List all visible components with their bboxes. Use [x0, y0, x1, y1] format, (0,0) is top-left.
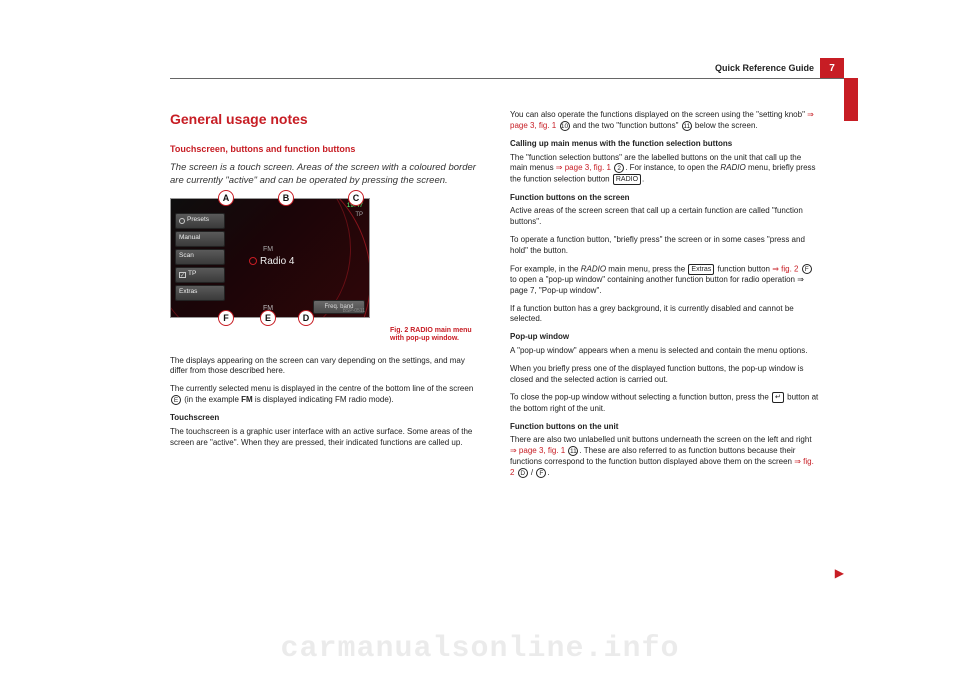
crossref: ⇒ fig. 2 — [772, 264, 798, 273]
body-text: To close the pop-up window without selec… — [510, 392, 820, 414]
callout-2: 2 — [614, 163, 624, 173]
right-column: You can also operate the functions displ… — [510, 110, 820, 486]
label: TP — [188, 270, 196, 279]
chapter-title: Quick Reference Guide — [715, 63, 814, 73]
lead-in-text: The screen is a touch screen. Areas of t… — [170, 161, 480, 188]
callout-e-ref: E — [171, 395, 181, 405]
callout-a: A — [218, 190, 234, 206]
station-name: Radio 4 — [249, 255, 294, 269]
tp-button: ✓TP — [175, 267, 225, 283]
page-number: 7 — [820, 58, 844, 78]
tp-indicator: TP — [355, 211, 363, 219]
callout-f-ref: F — [802, 264, 812, 274]
t: is displayed indicating FM radio mode). — [253, 395, 394, 404]
radio-italic: RADIO — [581, 264, 606, 273]
t: . — [547, 468, 549, 477]
crossref: ⇒ page 3, fig. 1 — [556, 163, 611, 172]
figure-2: Presets Manual Scan ✓TP Extras FM Radio … — [170, 198, 480, 348]
callout-11: 11 — [568, 446, 578, 456]
fb-unit-heading: Function buttons on the unit — [510, 422, 820, 433]
t: For example, in the — [510, 264, 581, 273]
body-text: The currently selected menu is displayed… — [170, 384, 480, 406]
watermark: carmanualsonline.info — [0, 632, 960, 666]
figure-caption: Fig. 2 RADIO main menu with pop-up windo… — [390, 327, 480, 344]
t: There are also two unlabelled unit butto… — [510, 435, 812, 444]
callout-b: B — [278, 190, 294, 206]
callout-f-ref: F — [536, 468, 546, 478]
calling-heading: Calling up main menus with the function … — [510, 139, 820, 150]
t: The currently selected menu is displayed… — [170, 384, 473, 393]
body-text: The "function selection buttons" are the… — [510, 153, 820, 186]
body-text: You can also operate the functions displ… — [510, 110, 820, 132]
presets-button: Presets — [175, 213, 225, 229]
t: . For instance, to open the — [625, 163, 720, 172]
callout-f: F — [218, 310, 234, 326]
callout-d: D — [298, 310, 314, 326]
t: function button — [715, 264, 772, 273]
manual-page: Quick Reference Guide 7 General usage no… — [0, 0, 960, 678]
body-text: The touchscreen is a graphic user interf… — [170, 427, 480, 449]
t: . — [642, 175, 644, 184]
t: (in the example — [182, 395, 241, 404]
thumb-tab — [844, 78, 858, 121]
body-text: To operate a function button, "briefly p… — [510, 235, 820, 257]
t: / — [529, 468, 536, 477]
body-text: When you briefly press one of the displa… — [510, 364, 820, 386]
label: Presets — [187, 216, 209, 225]
body-text: A "pop-up window" appears when a menu is… — [510, 346, 820, 357]
t: You can also operate the functions displ… — [510, 110, 807, 119]
subsection-title: Touchscreen, buttons and function button… — [170, 143, 480, 155]
body-text: There are also two unlabelled unit butto… — [510, 435, 820, 478]
extras-button: Extras — [175, 285, 225, 301]
callout-10: 10 — [560, 121, 570, 131]
section-title: General usage notes — [170, 110, 480, 129]
left-column: General usage notes Touchscreen, buttons… — [170, 110, 480, 455]
t: main menu, press the — [606, 264, 687, 273]
scan-button: Scan — [175, 249, 225, 265]
touchscreen-heading: Touchscreen — [170, 413, 480, 424]
continue-arrow-icon: ▶ — [835, 566, 844, 580]
callout-c: C — [348, 190, 364, 206]
header-rule — [170, 78, 844, 79]
image-code: BSP-0511 — [343, 308, 365, 315]
extras-button-label: Extras — [688, 264, 714, 275]
crossref: ⇒ page 3, fig. 1 — [510, 446, 565, 455]
body-text: If a function button has a grey backgrou… — [510, 304, 820, 326]
callout-d-ref: D — [518, 468, 528, 478]
t: below the screen. — [693, 121, 758, 130]
t: to open a "pop-up window" containing ano… — [510, 275, 804, 295]
fb-screen-heading: Function buttons on the screen — [510, 193, 820, 204]
body-text: The displays appearing on the screen can… — [170, 356, 480, 378]
callout-e: E — [260, 310, 276, 326]
body-text: For example, in the RADIO main menu, pre… — [510, 264, 820, 297]
manual-button: Manual — [175, 231, 225, 247]
radio-button-label: RADIO — [613, 174, 641, 185]
radio-screenshot: Presets Manual Scan ✓TP Extras FM Radio … — [170, 198, 370, 318]
callout-11: 11 — [682, 121, 692, 131]
body-text: Active areas of the screen screen that c… — [510, 206, 820, 228]
popup-heading: Pop-up window — [510, 332, 820, 343]
radio-italic: RADIO — [720, 163, 745, 172]
fm-label: FM — [263, 245, 273, 254]
fm-bold: FM — [241, 395, 253, 404]
back-button-icon: ↵ — [772, 392, 784, 403]
t: To close the pop-up window without selec… — [510, 393, 771, 402]
t: and the two "function buttons" — [571, 121, 681, 130]
